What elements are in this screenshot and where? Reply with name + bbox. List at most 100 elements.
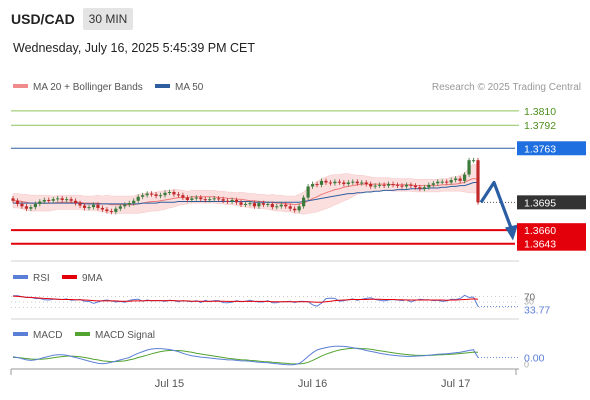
candle-body (404, 184, 409, 187)
candle-body (243, 203, 248, 205)
candle-body (185, 197, 189, 200)
candle-body (288, 206, 292, 209)
legend-swatch-9ma (62, 275, 77, 279)
candle-body (342, 182, 346, 185)
candle-body (378, 184, 382, 186)
candle-body (33, 203, 37, 208)
candle-body (355, 181, 359, 184)
candle-body (431, 183, 435, 185)
candle-body (297, 206, 301, 211)
candle-body (141, 195, 145, 197)
candle-body (212, 198, 216, 200)
candle-body (306, 186, 310, 198)
candle-body (123, 204, 127, 207)
candle-body (471, 160, 476, 162)
rsi-last-value-label: 33.77 (524, 305, 550, 317)
rsi-level-30-label: 30 (524, 297, 534, 307)
candle-body (454, 178, 458, 181)
level-label-resistance: 1.3810 (524, 106, 556, 118)
candle-body (69, 199, 73, 201)
candle-body (11, 198, 15, 201)
candle-body (105, 209, 109, 212)
level-label-box-pivot (517, 141, 586, 156)
candle-body (208, 199, 212, 201)
candle-body (386, 184, 391, 186)
datetime-label: Wednesday, July 16, 2025 5:45:39 PM CET (13, 41, 256, 55)
price-levels (11, 110, 519, 245)
candle-body (400, 185, 404, 187)
level-label-box-current (517, 195, 586, 210)
candle-body (20, 203, 24, 207)
candle-body (391, 184, 395, 186)
candle-body (158, 195, 163, 197)
candle-body (47, 199, 51, 201)
candle-body (324, 180, 328, 183)
candlesticks (11, 157, 480, 215)
candle-body (114, 208, 118, 212)
candle-body (445, 181, 449, 183)
legend-swatch-ma50 (155, 84, 170, 88)
legend-swatch-macd-signal (75, 332, 90, 336)
legend-label-ma50: MA 50 (175, 82, 204, 93)
candle-body (24, 206, 29, 209)
legend-label-rsi: RSI (33, 273, 50, 284)
candle-body (29, 207, 33, 209)
candle-body (328, 182, 333, 184)
candle-body (60, 198, 64, 200)
legend-label-macd-signal: MACD Signal (95, 330, 155, 341)
candle-body (239, 202, 243, 205)
macd-signal-line (13, 347, 479, 365)
candle-body (333, 181, 337, 184)
candle-body (163, 192, 167, 196)
candle-body (462, 174, 467, 181)
level-label-support: 1.3643 (524, 239, 556, 251)
legend-swatch-bollinger (13, 84, 28, 88)
macd-zero-label: 0 (524, 360, 529, 370)
timeframe-button[interactable]: 30 MIN (83, 8, 133, 30)
candle-body (436, 181, 440, 184)
candle-body (87, 207, 91, 209)
candle-body (346, 182, 350, 185)
candle-body (319, 180, 324, 185)
candle-body (109, 211, 113, 213)
candle-body (15, 200, 20, 204)
level-label-current: 1.3695 (524, 197, 556, 209)
level-label-support: 1.3660 (524, 225, 556, 237)
candle-body (176, 194, 181, 196)
candle-body (337, 181, 341, 183)
ma20-line (13, 177, 479, 206)
candle-body (150, 193, 154, 195)
candle-body (302, 197, 306, 207)
time-axis-label: Jul 16 (298, 378, 327, 390)
candle-body (38, 201, 42, 204)
candle-body (118, 206, 122, 209)
candle-body (293, 208, 297, 211)
candle-body (275, 206, 279, 208)
moving-averages (13, 177, 479, 206)
candle-body (257, 203, 261, 207)
level-label-box-support (517, 223, 586, 238)
candle-body (221, 199, 225, 201)
candle-body (230, 199, 234, 202)
candle-body (82, 205, 87, 208)
candle-body (248, 203, 252, 205)
candle-body (270, 203, 274, 208)
candle-body (360, 182, 364, 184)
forecast-arrow (479, 180, 518, 241)
candle-body (315, 184, 319, 186)
candle-body (476, 160, 480, 203)
candle-body (279, 204, 283, 207)
candle-body (91, 204, 96, 208)
candle-body (413, 185, 418, 188)
candle-body (395, 184, 400, 186)
legend-swatch-rsi (13, 275, 28, 279)
candle-body (422, 187, 426, 189)
time-axis: Jul 15 Jul 16 Jul 17 (10, 368, 519, 390)
legend-label-bollinger: MA 20 + Bollinger Bands (33, 82, 143, 93)
candle-body (145, 193, 149, 196)
macd-last-value-label: 0.00 (524, 353, 545, 365)
candle-body (154, 194, 158, 196)
candle-body (73, 200, 78, 204)
